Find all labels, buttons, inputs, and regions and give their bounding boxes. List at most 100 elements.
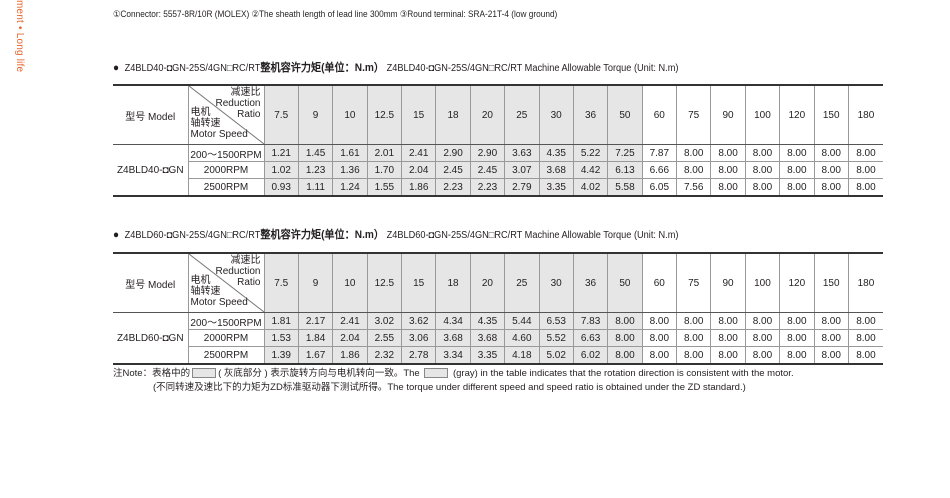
ratio-header: 18: [435, 252, 471, 313]
torque-cell: 8.00: [710, 329, 746, 347]
note-text-c: (gray) in the table indicates that the r…: [452, 368, 794, 379]
ratio-header: 7.5: [263, 84, 299, 145]
torque-cell: 1.11: [297, 178, 334, 197]
footnote: 注Note：表格中的 ( 灰底部分 ) 表示旋转方向与电机转向一致。The (gr…: [113, 367, 794, 395]
torque-cell: 8.00: [675, 329, 712, 347]
torque-cell: 8.00: [710, 178, 746, 197]
torque-cell: 8.00: [813, 312, 849, 330]
torque-cell: 8.00: [847, 329, 883, 347]
title-cn: 整机容许力矩(单位：N.m）: [260, 229, 385, 241]
ratio-cn: 减速比: [230, 255, 261, 266]
torque-cell: 8.00: [641, 346, 678, 365]
torque-cell: 8.00: [710, 144, 746, 162]
ratio-header: 120: [779, 84, 815, 145]
table-row: Z4BLD40-◘GN 200～1500RPM 1.21 1.45 1.61 2.01 2.…: [113, 144, 883, 197]
table-row: 2500RPM 1.39 1.67 1.86 2.32 2.78 3.34 3.35 4.18 5…: [113, 346, 883, 365]
diagonal-header: 减速比 Reduction Ratio 电机 轴转速 Motor Speed: [187, 252, 265, 313]
torque-cell: 8.00: [675, 346, 712, 365]
torque-cell: 2.78: [400, 346, 437, 365]
torque-cell: 3.02: [366, 312, 403, 330]
gray-swatch: [192, 368, 217, 379]
torque-cell: 6.05: [641, 178, 678, 197]
torque-cell: 2.41: [332, 312, 368, 330]
torque-cell: 8.00: [744, 346, 781, 365]
torque-cell: 5.02: [538, 346, 574, 365]
torque-cell: 8.00: [744, 312, 781, 330]
ratio-header: 7.5: [263, 252, 299, 313]
torque-cell: 4.60: [504, 329, 540, 347]
torque-cell: 1.61: [332, 144, 368, 162]
ratio-en2: Ratio: [237, 277, 261, 288]
torque-cell: 8.00: [847, 346, 883, 365]
torque-cell: 4.18: [504, 346, 540, 365]
torque-cell: 3.07: [504, 161, 540, 179]
torque-cell: 8.00: [675, 161, 712, 179]
ratio-en2: Ratio: [237, 109, 261, 120]
ratio-header: 90: [710, 252, 746, 313]
ratio-header: 150: [813, 252, 849, 313]
ratio-header: 12.5: [366, 252, 403, 313]
torque-cell: 1.67: [297, 346, 334, 365]
torque-cell: 8.00: [675, 144, 712, 162]
torque-cell: 2.01: [366, 144, 403, 162]
ratio-header: 15: [400, 252, 437, 313]
torque-cell: 8.00: [607, 312, 643, 330]
torque-cell: 8.00: [607, 329, 643, 347]
torque-cell: 3.68: [538, 161, 574, 179]
torque-cell: 1.81: [263, 312, 299, 330]
torque-cell: 2.79: [504, 178, 540, 197]
ratio-header: 20: [469, 252, 506, 313]
diagonal-line: [189, 86, 264, 144]
header-row: 型号 Model 减速比 Reduction Ratio 电机 轴转速 Motor Spee…: [113, 84, 883, 145]
note-text-b: ( 灰底部分 ) 表示旋转方向与电机转向一致。The: [218, 368, 420, 379]
torque-cell: 2.90: [469, 144, 506, 162]
torque-cell: 8.00: [641, 329, 678, 347]
gray-swatch: [424, 368, 449, 379]
torque-cell: 7.25: [607, 144, 643, 162]
ratio-header: 36: [572, 252, 609, 313]
torque-cell: 2.04: [332, 329, 368, 347]
ratio-header: 50: [607, 84, 643, 145]
torque-cell: 8.00: [744, 144, 781, 162]
torque-cell: 6.02: [572, 346, 609, 365]
side-tab-text: ment • Long life: [14, 0, 25, 73]
torque-table-60: 型号 Model 减速比 Reduction Ratio 电机 轴转速 Motor Spee…: [113, 252, 883, 365]
ratio-header: 120: [779, 252, 815, 313]
speed-cell: 200～1500RPM: [187, 144, 265, 162]
torque-cell: 8.00: [779, 346, 815, 365]
title-cn: 整机容许力矩(单位：N.m）: [260, 62, 385, 74]
ratio-header: 15: [400, 84, 437, 145]
torque-cell: 3.62: [400, 312, 437, 330]
torque-cell: 8.00: [779, 144, 815, 162]
ratio-header: 10: [332, 84, 368, 145]
torque-cell: 8.00: [813, 346, 849, 365]
bullet-icon: ●: [113, 62, 120, 74]
ratio-header: 180: [847, 252, 883, 313]
torque-cell: 8.00: [744, 178, 781, 197]
speed-cn2: 轴转速: [190, 286, 221, 297]
torque-cell: 8.00: [779, 312, 815, 330]
title-model: Z4BLD60-◘GN-25S/4GN□RC/RT: [124, 230, 261, 241]
ratio-header: 60: [641, 252, 678, 313]
ratio-header: 12.5: [366, 84, 403, 145]
diagonal-line: [189, 254, 264, 312]
torque-table-40: 型号 Model 减速比 Reduction Ratio 电机 轴转速 Motor Spee…: [113, 84, 883, 197]
speed-cell: 2000RPM: [188, 161, 265, 179]
model-cell: Z4BLD60-◘GN: [113, 312, 189, 365]
ratio-header: 75: [675, 84, 712, 145]
ratio-header: 25: [504, 252, 540, 313]
torque-cell: 2.45: [469, 161, 506, 179]
model-header: 型号 Model: [113, 84, 189, 145]
speed-cn1: 电机: [190, 275, 211, 286]
ratio-en: Reduction: [215, 98, 261, 109]
ratio-header: 30: [538, 84, 574, 145]
table-row: Z4BLD60-◘GN 200～1500RPM 1.81 2.17 2.41 3.02 3.…: [113, 312, 883, 365]
torque-cell: 2.41: [400, 144, 437, 162]
torque-cell: 3.68: [435, 329, 471, 347]
torque-cell: 4.35: [469, 312, 506, 330]
torque-cell: 1.24: [332, 178, 368, 197]
torque-cell: 3.34: [435, 346, 471, 365]
torque-cell: 8.00: [813, 178, 849, 197]
torque-cell: 8.00: [779, 178, 815, 197]
torque-cell: 5.22: [572, 144, 609, 162]
